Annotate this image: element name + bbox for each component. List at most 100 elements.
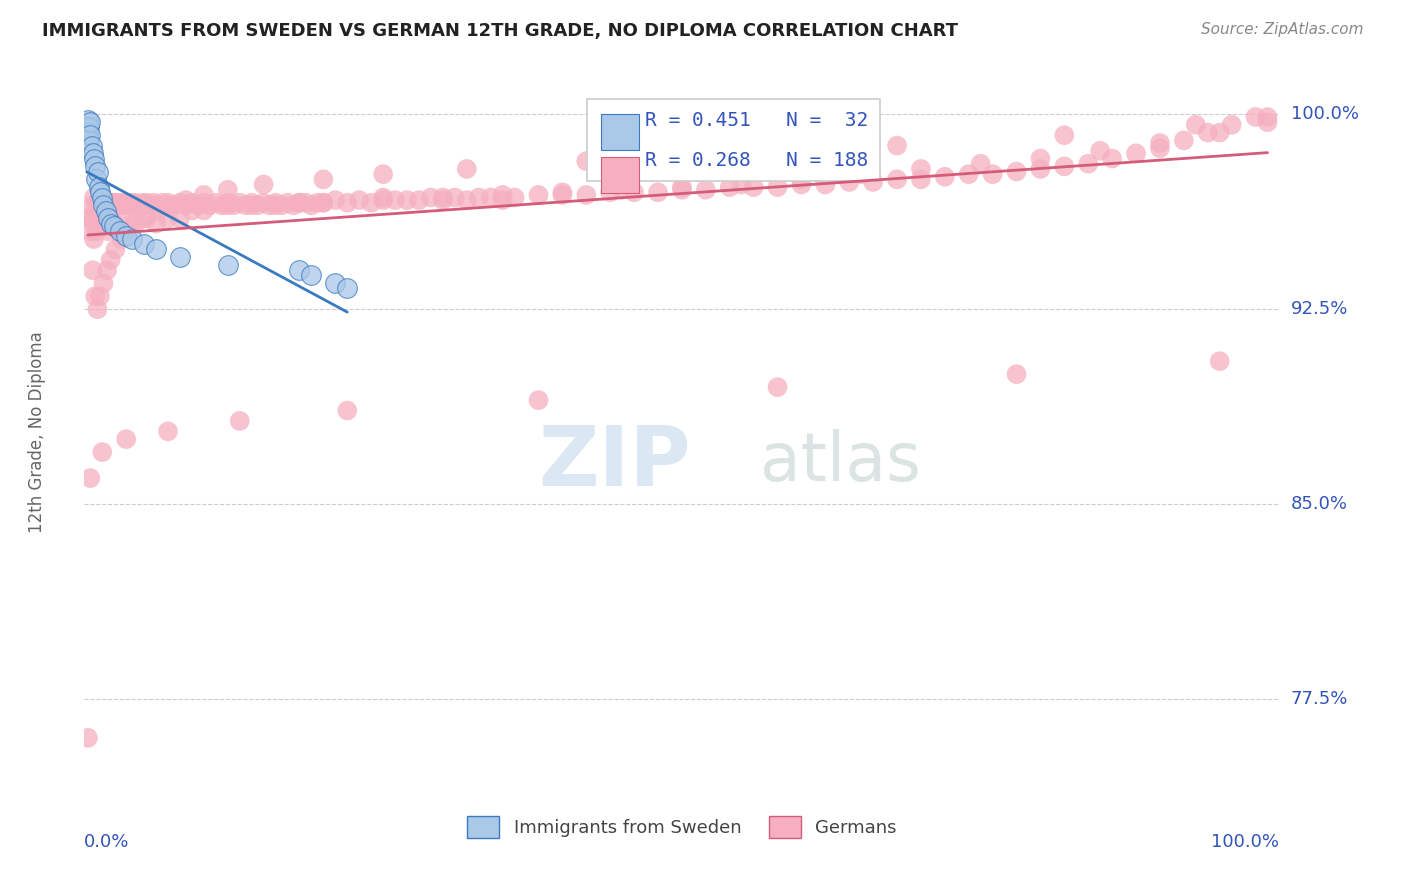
Point <box>910 161 932 176</box>
Point <box>160 198 183 212</box>
Point <box>86 302 108 317</box>
Point <box>121 217 143 231</box>
Point <box>253 195 276 210</box>
Point <box>148 203 170 218</box>
Point <box>77 112 100 127</box>
Point <box>110 232 132 246</box>
Point <box>91 211 114 226</box>
Point <box>127 198 149 212</box>
Point <box>336 281 359 295</box>
Point <box>503 190 526 204</box>
Point <box>91 198 114 212</box>
Point <box>101 195 124 210</box>
Point <box>77 211 100 226</box>
Point <box>492 188 515 202</box>
Point <box>288 195 311 210</box>
Point <box>1185 118 1208 132</box>
Point <box>1077 157 1099 171</box>
Point <box>105 195 128 210</box>
Point <box>101 198 124 212</box>
Point <box>373 190 395 204</box>
Point <box>107 198 129 212</box>
Point <box>217 183 239 197</box>
Point <box>957 167 980 181</box>
Point <box>527 188 550 202</box>
Point <box>100 252 122 267</box>
Point <box>612 183 634 197</box>
Point <box>1090 144 1112 158</box>
Text: 92.5%: 92.5% <box>1291 301 1348 318</box>
Point <box>98 198 121 212</box>
Point <box>110 195 132 210</box>
Point <box>312 195 335 210</box>
Point <box>790 172 813 186</box>
Point <box>97 224 120 238</box>
Point <box>283 198 305 212</box>
Point <box>325 277 347 291</box>
Point <box>240 195 263 210</box>
Point <box>623 186 645 200</box>
Point <box>1173 133 1195 147</box>
Point <box>91 190 114 204</box>
Point <box>169 250 191 264</box>
Point <box>695 183 717 197</box>
Point <box>575 188 598 202</box>
Point <box>87 193 110 207</box>
Point <box>934 169 956 184</box>
Point <box>115 224 138 238</box>
Point <box>91 445 114 459</box>
Point <box>838 175 860 189</box>
Text: Source: ZipAtlas.com: Source: ZipAtlas.com <box>1201 22 1364 37</box>
Point <box>83 190 105 204</box>
Point <box>468 190 491 204</box>
Point <box>1125 146 1147 161</box>
Point <box>96 263 118 277</box>
Point <box>118 195 141 210</box>
Point <box>384 193 406 207</box>
Point <box>373 167 395 181</box>
Point <box>77 133 100 147</box>
Point <box>408 193 430 207</box>
Point <box>1244 110 1267 124</box>
Point <box>110 224 132 238</box>
Point <box>77 120 100 135</box>
Point <box>222 198 245 212</box>
Point <box>111 198 134 212</box>
Point <box>93 198 115 212</box>
Point <box>205 195 228 210</box>
Point <box>742 180 765 194</box>
Point <box>157 425 180 439</box>
Point <box>77 731 100 745</box>
Point <box>970 157 993 171</box>
Point <box>766 180 789 194</box>
Point <box>103 217 125 231</box>
Point <box>132 198 156 212</box>
Point <box>886 172 908 186</box>
Point <box>145 198 167 212</box>
Point <box>169 211 191 226</box>
Point <box>84 159 107 173</box>
Point <box>193 203 215 218</box>
Point <box>145 243 167 257</box>
Point <box>132 211 156 226</box>
Point <box>599 186 621 200</box>
Point <box>325 193 347 207</box>
Point <box>671 180 693 194</box>
Point <box>117 224 139 238</box>
Text: 77.5%: 77.5% <box>1291 690 1348 708</box>
Bar <box>600 157 638 193</box>
Point <box>1101 152 1123 166</box>
Point <box>551 188 574 202</box>
Point <box>264 195 287 210</box>
Point <box>1209 354 1232 368</box>
Point <box>163 198 186 212</box>
Point <box>211 198 233 212</box>
Text: R = 0.451   N =  32
    R = 0.268   N = 188: R = 0.451 N = 32 R = 0.268 N = 188 <box>599 111 869 169</box>
Point <box>169 195 191 210</box>
Point <box>97 211 120 226</box>
Point <box>1197 126 1219 140</box>
Point <box>766 380 789 394</box>
Point <box>87 180 110 194</box>
Point <box>432 193 454 207</box>
Point <box>307 195 329 210</box>
